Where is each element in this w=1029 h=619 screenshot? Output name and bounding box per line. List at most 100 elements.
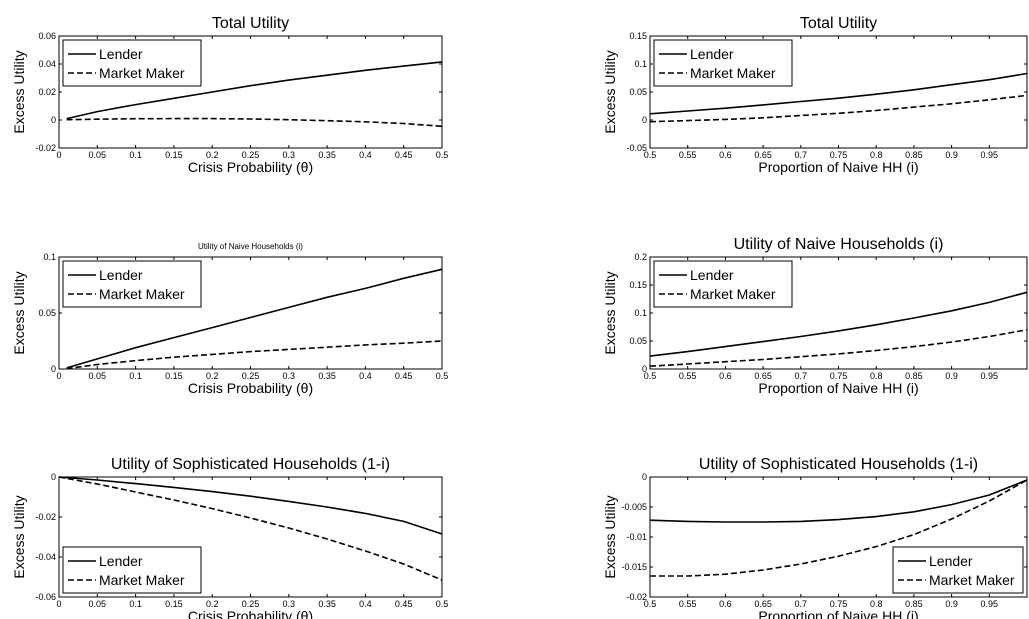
y-tick-label: 0.05 [38,308,56,318]
chart-panel-1: Total Utility 0 0.05 0.1 0.15 0.2 0.25 0.3 0.35 0… [11,15,448,175]
y-axis-label: Excess Utility [11,271,27,354]
x-axis-label: Crisis Probability (θ) [188,380,313,396]
x-tick-label: 0.85 [905,371,923,381]
x-tick-label: 0.5 [644,150,657,160]
x-tick-label: 0.5 [644,371,657,381]
chart-title: Utility of Naive Households (i) [198,242,303,251]
y-tick-label: 0.15 [629,280,647,290]
x-tick-label: 0.6 [719,599,732,609]
x-tick-label: 0.45 [395,599,413,609]
chart-panel-2: Total Utility 0.5 0.55 0.6 0.65 0.7 0.75 0.8 0.8… [602,15,1028,175]
legend-box [62,546,202,594]
legend-label: Market Maker [99,286,185,302]
legend: Lender Market Maker [62,546,202,594]
series-line-lender [66,268,443,369]
x-tick-label: 0 [56,150,61,160]
x-tick-label: 0.3 [283,599,296,609]
x-tick-label: 0.8 [870,371,883,381]
x-tick-label: 0.55 [679,599,697,609]
y-tick-label: 0.1 [43,252,56,262]
series-line-lender [649,291,1028,357]
x-tick-label: 0.9 [945,150,958,160]
x-tick-label: 0.6 [719,371,732,381]
x-tick-label: 0.05 [89,599,107,609]
chart-title: Utility of Sophisticated Households (1-i… [699,456,978,473]
x-tick-label: 0.05 [89,371,107,381]
x-tick-label: 0 [56,599,61,609]
y-tick-label: 0 [51,115,56,125]
x-tick-label: 0.65 [754,599,772,609]
y-tick-label: 0.02 [38,87,56,97]
x-tick-label: 0.25 [242,150,260,160]
legend-label: Market Maker [690,65,776,81]
y-tick-label: -0.05 [626,143,647,153]
chart-panel-5: Utility of Sophisticated Households (1-i… [11,456,448,619]
series-line-lender [649,72,1028,115]
series-line-market-maker [58,476,443,581]
legend-label: Lender [99,553,143,569]
legend: Lender Market Maker [892,546,1024,594]
y-tick-label: -0.02 [35,143,56,153]
y-tick-label: -0.06 [35,592,56,602]
x-tick-label: 0.35 [318,371,336,381]
x-tick-label: 0.15 [165,150,183,160]
y-tick-label: 0.1 [634,308,647,318]
x-tick-label: 0.1 [129,599,142,609]
x-tick-label: 0.3 [283,371,296,381]
chart-title: Total Utility [212,15,289,32]
y-tick-label: 0.05 [629,87,647,97]
chart-panel-3: Utility of Naive Households (i) 0 0.05 0.1 0… [11,242,448,396]
x-tick-label: 0.5 [644,599,657,609]
series-line-market-maker [66,117,443,128]
x-tick-label: 0.35 [318,599,336,609]
y-tick-label: 0.1 [634,59,647,69]
x-tick-label: 0.75 [830,150,848,160]
series-line-lender [66,61,443,120]
x-tick-label: 0.85 [905,150,923,160]
x-tick-label: 0.8 [870,150,883,160]
x-tick-label: 0.25 [242,371,260,381]
y-tick-label: 0 [642,115,647,125]
x-tick-label: 0.75 [830,599,848,609]
x-tick-label: 0.4 [359,150,372,160]
y-tick-label: 0.15 [629,31,647,41]
y-axis-label: Excess Utility [602,495,618,578]
legend-label: Lender [690,267,734,283]
y-tick-label: 0 [51,364,56,374]
legend-box [653,260,793,308]
y-axis-label: Excess Utility [11,495,27,578]
chart-panel-6: Utility of Sophisticated Households (1-i… [602,456,1028,619]
legend-box [653,39,793,87]
y-tick-label: -0.02 [35,512,56,522]
legend-box [62,39,202,87]
x-tick-label: 0.55 [679,371,697,381]
legend-label: Market Maker [929,572,1015,588]
x-tick-label: 0.15 [165,371,183,381]
x-tick-label: 0.95 [981,599,999,609]
x-tick-label: 0.75 [830,371,848,381]
y-tick-label: 0.06 [38,31,56,41]
y-tick-label: -0.04 [35,552,56,562]
x-tick-label: 0.8 [870,599,883,609]
legend: Lender Market Maker [62,39,202,87]
x-tick-label: 0.9 [945,371,958,381]
x-tick-label: 0.35 [318,150,336,160]
x-tick-label: 0.65 [754,371,772,381]
series-line-lender [649,479,1028,523]
legend-box [892,546,1024,594]
x-tick-label: 0.3 [283,150,296,160]
x-tick-label: 0.15 [165,599,183,609]
x-tick-label: 0.2 [206,371,219,381]
x-tick-label: 0.25 [242,599,260,609]
x-tick-label: 0.9 [945,599,958,609]
legend-label: Market Maker [690,286,776,302]
x-axis-label: Proportion of Naive HH (i) [758,608,918,619]
x-tick-label: 0.5 [436,150,449,160]
series-line-market-maker [650,479,1028,577]
x-tick-label: 0.5 [436,371,449,381]
x-tick-label: 0.7 [795,150,808,160]
x-tick-label: 0.1 [129,371,142,381]
series-line-lender [58,476,443,535]
y-axis-label: Excess Utility [11,50,27,133]
